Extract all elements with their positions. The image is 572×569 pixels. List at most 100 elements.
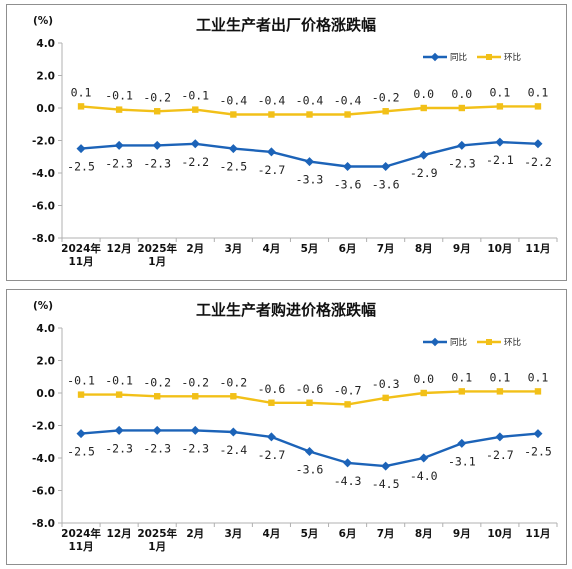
mom-data-label: 0.1 bbox=[489, 85, 510, 99]
yoy-point bbox=[266, 147, 276, 157]
mom-point bbox=[192, 106, 199, 113]
mom-data-label: -0.1 bbox=[105, 89, 133, 103]
y-tick-label: 2.0 bbox=[36, 356, 55, 368]
mom-data-label: -0.2 bbox=[219, 375, 247, 389]
y-unit-label: (%) bbox=[33, 15, 53, 27]
y-tick-label: -2.0 bbox=[32, 136, 55, 148]
mom-data-label: -0.2 bbox=[372, 90, 400, 104]
yoy-data-label: -2.9 bbox=[410, 166, 438, 180]
legend-marker-yoy bbox=[430, 52, 440, 62]
mom-point bbox=[306, 399, 313, 406]
yoy-point bbox=[190, 139, 200, 149]
yoy-data-label: -2.5 bbox=[524, 445, 552, 459]
mom-point bbox=[496, 388, 504, 395]
output-price-chart: 工业生产者出厂价格涨跌幅 (%) 4.0 2.0 0.0 -2.0 -4.0 -6.0 -8.0… bbox=[32, 15, 558, 268]
yoy-point bbox=[114, 140, 124, 150]
mom-point bbox=[458, 104, 466, 112]
yoy-data-label: -2.3 bbox=[448, 156, 476, 170]
mom-data-label: 0.1 bbox=[71, 85, 92, 99]
y-tick-label: -2.0 bbox=[32, 421, 55, 433]
mom-point bbox=[153, 393, 161, 400]
yoy-data-label: -2.2 bbox=[524, 155, 552, 169]
mom-data-label: -0.3 bbox=[372, 377, 400, 391]
yoy-data-label: -2.3 bbox=[105, 156, 133, 170]
y-tick-label: 4.0 bbox=[36, 323, 55, 335]
x-tick-label: 3月 bbox=[224, 528, 242, 540]
yoy-point bbox=[228, 144, 238, 154]
x-tick-label: 2月 bbox=[186, 528, 204, 540]
yoy-point bbox=[457, 140, 467, 150]
mom-point bbox=[382, 394, 389, 402]
y-tick-label: 4.0 bbox=[36, 38, 55, 50]
x-tick-label: 11月 bbox=[68, 256, 93, 268]
mom-point bbox=[420, 104, 427, 112]
x-tick-label: 2025年 bbox=[137, 242, 177, 255]
yoy-data-label: -2.3 bbox=[143, 156, 171, 170]
mom-data-label: 0.1 bbox=[451, 370, 472, 384]
x-tick-label: 12月 bbox=[107, 243, 132, 255]
yoy-data-label: -2.7 bbox=[486, 448, 514, 462]
mom-data-label: -0.7 bbox=[334, 383, 362, 397]
mom-data-label: -0.4 bbox=[334, 94, 362, 108]
chart-title: 工业生产者出厂价格涨跌幅 bbox=[196, 16, 376, 34]
yoy-data-label: -4.5 bbox=[372, 477, 400, 491]
x-tick-label: 8月 bbox=[415, 243, 433, 255]
x-tick-label: 2024年 bbox=[61, 527, 101, 540]
purchase-price-chart-panel: 工业生产者购进价格涨跌幅 (%) 4.0 2.0 0.0 -2.0 -4.0 -6.0 -8.0… bbox=[6, 289, 567, 565]
legend-marker-mom bbox=[486, 339, 492, 345]
yoy-data-label: -3.6 bbox=[372, 178, 400, 192]
yoy-data-label: -2.7 bbox=[258, 448, 286, 462]
y-tick-label: -8.0 bbox=[32, 233, 55, 245]
mom-point bbox=[230, 393, 237, 400]
x-tick-label: 8月 bbox=[415, 528, 433, 540]
purchase-price-chart: 工业生产者购进价格涨跌幅 (%) 4.0 2.0 0.0 -2.0 -4.0 -6.0 -8.0… bbox=[32, 300, 558, 553]
x-tick-label: 12月 bbox=[107, 528, 132, 540]
yoy-point bbox=[304, 446, 315, 457]
x-tick-label: 6月 bbox=[339, 243, 357, 255]
x-tick-label: 3月 bbox=[224, 243, 242, 255]
y-tick-label: -8.0 bbox=[32, 518, 55, 530]
mom-point bbox=[77, 391, 85, 398]
yoy-point bbox=[419, 150, 429, 160]
yoy-data-label: -4.0 bbox=[410, 469, 438, 483]
yoy-point bbox=[419, 453, 429, 463]
x-tick-label: 11月 bbox=[525, 528, 550, 540]
yoy-point bbox=[76, 429, 86, 439]
legend-marker-mom bbox=[486, 54, 492, 60]
x-tick-label: 11月 bbox=[525, 243, 550, 255]
x-tick-label: 11月 bbox=[68, 541, 93, 553]
mom-data-label: 0.1 bbox=[528, 370, 549, 384]
mom-point bbox=[153, 108, 161, 115]
x-tick-label: 4月 bbox=[263, 243, 281, 255]
yoy-data-label: -3.1 bbox=[448, 454, 476, 468]
yoy-point bbox=[228, 427, 238, 437]
yoy-point bbox=[457, 438, 467, 448]
y-tick-label: 2.0 bbox=[36, 71, 55, 83]
yoy-data-label: -4.3 bbox=[334, 474, 362, 488]
mom-point bbox=[115, 106, 123, 113]
legend-label-mom: 环比 bbox=[504, 52, 521, 63]
x-tick-label: 10月 bbox=[487, 243, 512, 255]
mom-point bbox=[534, 103, 542, 110]
yoy-point bbox=[533, 429, 543, 439]
yoy-point bbox=[495, 432, 505, 442]
mom-data-label: -0.6 bbox=[258, 382, 286, 396]
mom-data-label: -0.2 bbox=[181, 375, 209, 389]
mom-point bbox=[77, 103, 85, 110]
mom-point bbox=[344, 111, 351, 118]
yoy-data-label: -2.7 bbox=[258, 163, 286, 177]
y-unit-label: (%) bbox=[33, 300, 53, 312]
yoy-point bbox=[381, 461, 391, 471]
yoy-data-label: -2.3 bbox=[105, 441, 133, 455]
yoy-point bbox=[495, 137, 505, 147]
x-tick-label: 2月 bbox=[186, 243, 204, 255]
mom-point bbox=[306, 111, 313, 118]
mom-data-label: 0.0 bbox=[451, 87, 472, 101]
yoy-data-label: -2.5 bbox=[67, 160, 95, 174]
yoy-point bbox=[343, 161, 353, 172]
yoy-point bbox=[266, 432, 276, 442]
mom-point bbox=[534, 388, 542, 395]
mom-data-label: 0.0 bbox=[413, 372, 434, 386]
chart-title: 工业生产者购进价格涨跌幅 bbox=[196, 301, 376, 319]
yoy-data-label: -3.3 bbox=[296, 173, 324, 187]
